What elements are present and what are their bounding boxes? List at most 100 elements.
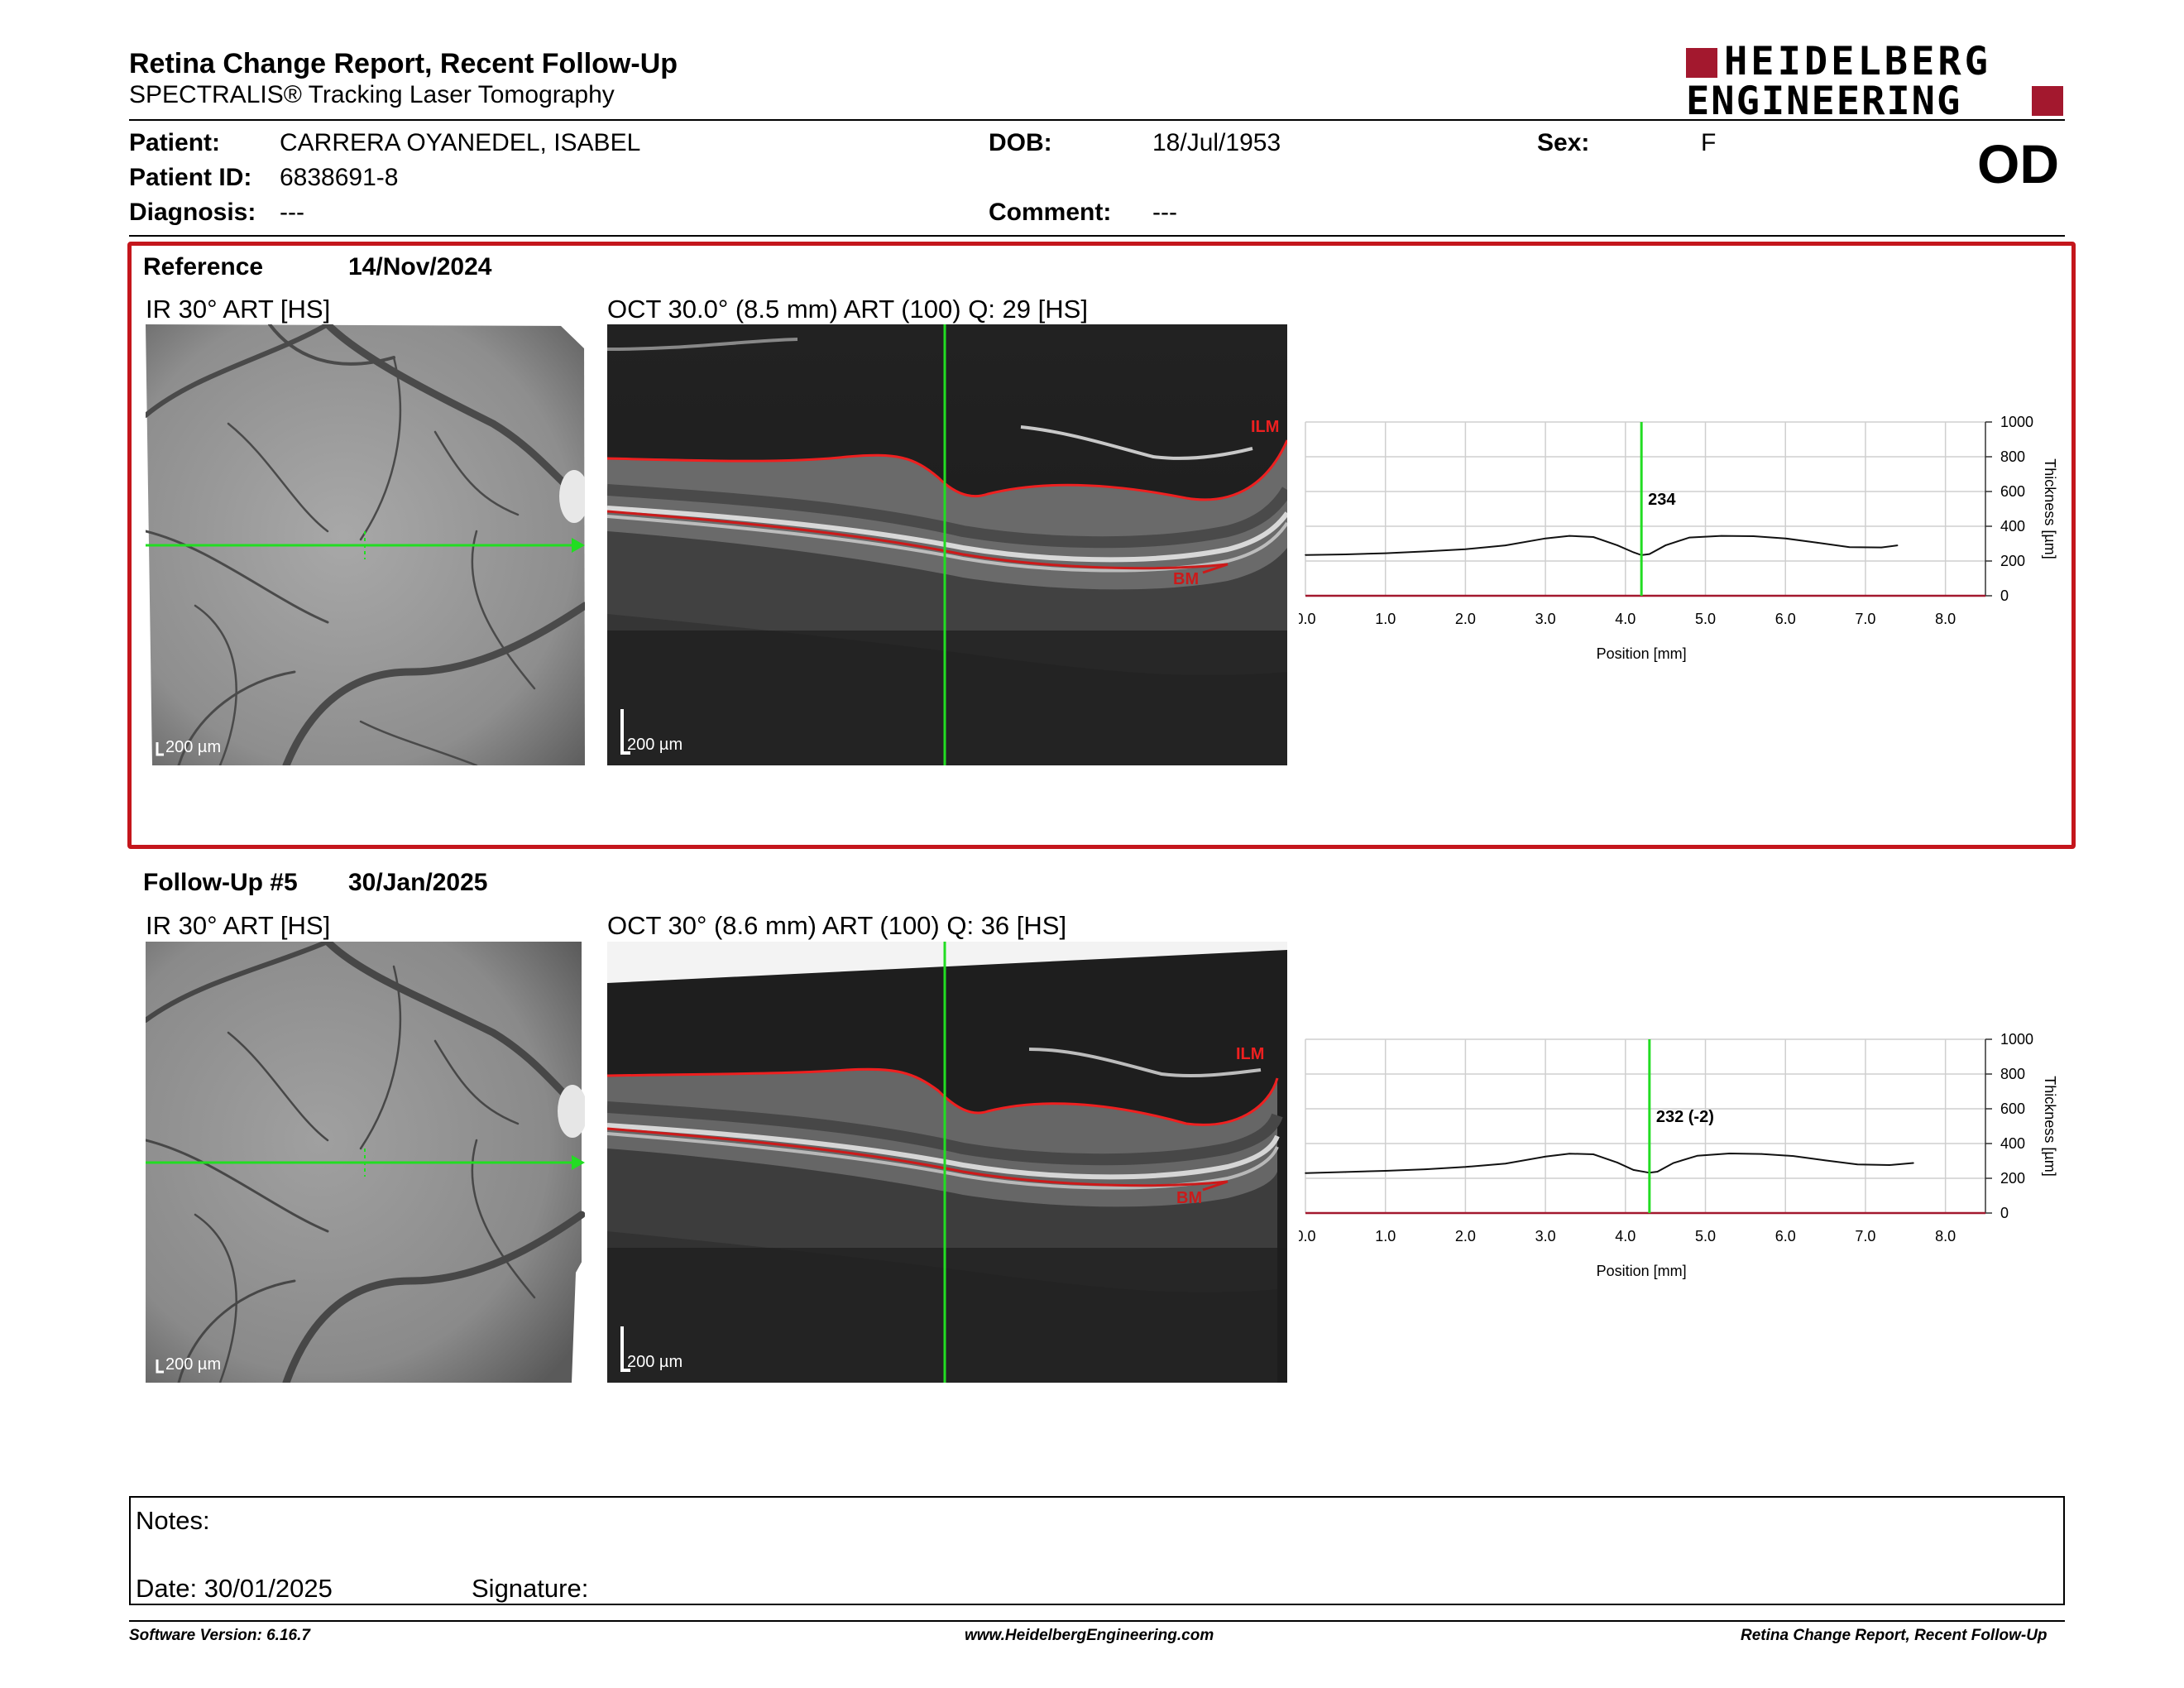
- logo-square-left: [1686, 48, 1717, 78]
- followup-date: 30/Jan/2025: [348, 869, 488, 896]
- thickness-data-point: [1504, 544, 1506, 546]
- x-tick-label: 4.0: [1615, 611, 1636, 627]
- website-link[interactable]: www.HeidelbergEngineering.com: [965, 1627, 1214, 1644]
- y-tick-label: 800: [2000, 1066, 2025, 1082]
- x-tick-label: 3.0: [1535, 1228, 1556, 1244]
- thickness-data-point: [1793, 1155, 1794, 1157]
- dob-label: DOB:: [989, 129, 1052, 156]
- thickness-data-point: [1889, 1164, 1890, 1166]
- thickness-data-point: [1913, 1162, 1914, 1164]
- followup-oct-image: ILM BM 200 µm: [607, 942, 1287, 1383]
- reference-oct-title: OCT 30.0° (8.5 mm) ART (100) Q: 29 [HS]: [607, 295, 1088, 324]
- y-tick-label: 1000: [2000, 414, 2033, 430]
- patient-name: CARRERA OYANEDEL, ISABEL: [280, 129, 641, 156]
- x-tick-label: 0.0: [1299, 1228, 1316, 1244]
- reference-ir-title: IR 30° ART [HS]: [146, 295, 331, 324]
- followup-thickness-svg: 0 200 400 600 800 1000 0.0 1.0 2.0 3.0 4.0 5.0 6.0 7.…: [1295, 1031, 2058, 1279]
- thickness-data-point: [1592, 536, 1594, 538]
- thickness-data-point: [1632, 551, 1635, 554]
- thickness-data-point: [1305, 1172, 1306, 1174]
- y-tick-label: 400: [2000, 518, 2025, 535]
- reference-date: 14/Nov/2024: [348, 253, 492, 281]
- signature-label: Signature:: [472, 1574, 589, 1603]
- y-tick-label: 0: [2000, 587, 2009, 604]
- reference-ir-image: 200 µm: [146, 324, 585, 765]
- x-axis-label: Position [mm]: [1597, 1263, 1687, 1279]
- thickness-data-point: [1344, 1171, 1347, 1173]
- x-axis-label: Position [mm]: [1597, 645, 1687, 662]
- diagnosis-value: ---: [280, 199, 304, 226]
- x-tick-label: 5.0: [1695, 1228, 1716, 1244]
- thickness-data-point: [1504, 1163, 1506, 1164]
- y-axis-label: Thickness [µm]: [2042, 1076, 2058, 1176]
- thickness-data-point: [1656, 1171, 1659, 1172]
- thickness-data-point: [1344, 554, 1347, 555]
- thickness-data-point: [1425, 1168, 1426, 1170]
- thickness-series-line: [1305, 535, 1898, 556]
- footer-divider: [129, 1620, 2065, 1622]
- reference-oct-image: ILM BM 200 µm: [607, 324, 1287, 765]
- x-tick-label: 7.0: [1855, 611, 1875, 627]
- patient-label: Patient:: [129, 129, 221, 156]
- x-tick-label: 6.0: [1775, 611, 1796, 627]
- x-tick-label: 1.0: [1375, 611, 1396, 627]
- reference-bm-label: BM: [1173, 570, 1199, 588]
- notes-box: Notes: Date: 30/01/2025 Signature:: [129, 1496, 2065, 1605]
- thickness-data-point: [1673, 1162, 1674, 1164]
- dob-value: 18/Jul/1953: [1152, 129, 1281, 156]
- comment-label: Comment:: [989, 199, 1112, 226]
- followup-thickness-chart: 0 200 400 600 800 1000 0.0 1.0 2.0 3.0 4.0 5.0 6.0 7.…: [1295, 1024, 2085, 1297]
- thickness-data-point: [1425, 550, 1426, 553]
- patient-id-label: Patient ID:: [129, 164, 252, 191]
- thickness-data-point: [1616, 1162, 1618, 1163]
- reference-label: Reference: [143, 253, 264, 281]
- thickness-data-point: [1856, 1163, 1859, 1165]
- followup-ilm-label: ILM: [1236, 1045, 1264, 1063]
- thickness-data-point: [1384, 552, 1387, 554]
- eye-indicator: OD: [1977, 133, 2059, 194]
- thickness-value-label: 234: [1648, 491, 1676, 509]
- sex-label: Sex:: [1537, 129, 1590, 156]
- thickness-data-point: [1728, 1153, 1731, 1154]
- y-tick-label: 800: [2000, 448, 2025, 465]
- thickness-data-point: [1784, 537, 1787, 539]
- thickness-series-line: [1305, 1152, 1914, 1174]
- sex-value: F: [1701, 129, 1717, 156]
- thickness-data-point: [1848, 546, 1851, 548]
- thickness-data-point: [1697, 1154, 1698, 1157]
- thickness-data-point: [1616, 544, 1618, 546]
- y-tick-label: 600: [2000, 483, 2025, 500]
- thickness-data-point: [1305, 554, 1306, 556]
- y-tick-label: 400: [2000, 1135, 2025, 1152]
- thickness-data-point: [1384, 1170, 1387, 1172]
- thickness-data-point: [1817, 542, 1818, 544]
- x-tick-label: 7.0: [1855, 1228, 1875, 1244]
- patient-divider: [129, 235, 2065, 237]
- y-tick-label: 1000: [2000, 1031, 2033, 1048]
- thickness-data-point: [1464, 1166, 1467, 1168]
- software-version: Software Version: 6.16.7: [129, 1627, 310, 1644]
- x-tick-label: 2.0: [1455, 611, 1476, 627]
- thickness-data-point: [1688, 536, 1690, 539]
- thickness-data-point: [1569, 1153, 1570, 1154]
- thickness-data-point: [1649, 553, 1650, 555]
- comment-value: ---: [1152, 199, 1177, 226]
- x-tick-label: 0.0: [1299, 611, 1316, 627]
- patient-id-value: 6838691-8: [280, 164, 399, 191]
- thickness-data-point: [1569, 535, 1570, 537]
- thickness-data-point: [1464, 548, 1467, 550]
- notes-date: Date: 30/01/2025: [136, 1574, 333, 1603]
- y-tick-label: 0: [2000, 1205, 2009, 1221]
- reference-thickness-chart: 0 200 400 600 800 1000 0.0 1.0 2.0 3.0 4.0 5.0 6.0 7.…: [1295, 407, 2085, 680]
- x-tick-label: 8.0: [1935, 1228, 1956, 1244]
- y-tick-label: 600: [2000, 1101, 2025, 1117]
- y-tick-label: 200: [2000, 1170, 2025, 1187]
- thickness-data-point: [1545, 537, 1546, 539]
- x-tick-label: 8.0: [1935, 611, 1956, 627]
- followup-bm-label: BM: [1176, 1189, 1202, 1207]
- x-tick-label: 2.0: [1455, 1228, 1476, 1244]
- followup-label: Follow-Up #5: [143, 869, 298, 896]
- thickness-value-label: 232 (-2): [1656, 1108, 1714, 1126]
- notes-label: Notes:: [136, 1506, 210, 1535]
- thickness-data-point: [1760, 1153, 1763, 1155]
